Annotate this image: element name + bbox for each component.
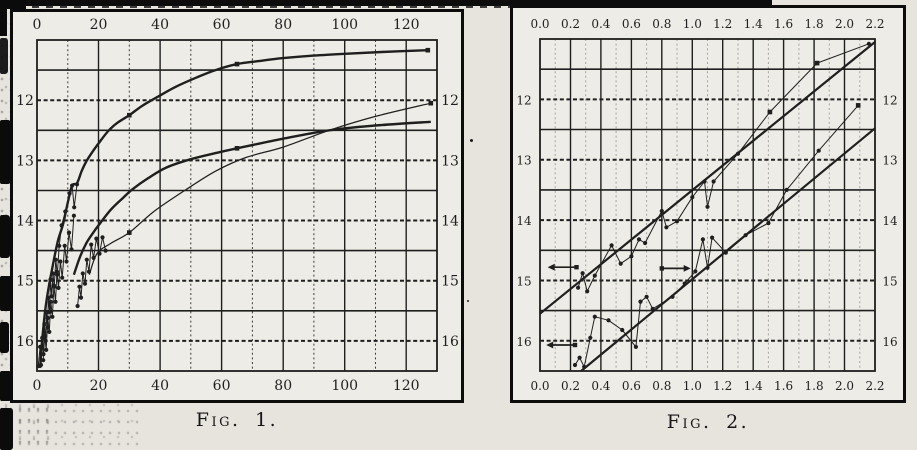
scan-artifact-blob: [0, 120, 11, 184]
svg-text:2.2: 2.2: [865, 379, 884, 393]
svg-text:1.6: 1.6: [774, 379, 793, 393]
fig2-series-obs-zigzag-lower: [574, 105, 859, 368]
figure-2-frame: 0.0 0.0 0.2 0.2 0.4 0.4 0.6 0.6 0.8 0.8 1.0 1.0 1.2 1…: [510, 5, 906, 403]
svg-text:15: 15: [441, 274, 459, 290]
figure-1-plot: 0 0 20 20 40 40 60 60 80 80 100 100 120 120 12 12 13 13 14…: [10, 9, 464, 403]
svg-text:2.0: 2.0: [835, 379, 854, 393]
svg-text:80: 80: [274, 17, 292, 33]
svg-text:60: 60: [213, 17, 231, 33]
fig2-border: [510, 5, 906, 403]
svg-text:120: 120: [393, 17, 420, 33]
figure-1-frame: 0 0 20 20 40 40 60 60 80 80 100 100 120 120 12 12 13 13 14…: [10, 9, 464, 403]
svg-text:80: 80: [274, 378, 292, 394]
scan-artifact-blob: [0, 371, 12, 401]
svg-text:1.6: 1.6: [774, 17, 793, 31]
svg-text:14: 14: [16, 214, 34, 230]
svg-text:1.2: 1.2: [713, 17, 732, 31]
scan-artifact-blob: [0, 38, 8, 74]
fig2-grid: [539, 38, 876, 372]
svg-text:14: 14: [441, 214, 459, 230]
scan-artifact-blob: [0, 408, 13, 450]
svg-text:1.2: 1.2: [713, 379, 732, 393]
fig2-series-obs-zigzag-upper: [577, 43, 870, 292]
svg-text:16: 16: [441, 334, 459, 350]
scan-artifact-blob: [0, 276, 12, 311]
svg-text:1.8: 1.8: [805, 379, 824, 393]
scan-artifact-blob: [0, 215, 10, 258]
svg-text:1.4: 1.4: [744, 379, 763, 393]
fig1-border: [10, 9, 464, 403]
svg-text:0.6: 0.6: [622, 379, 641, 393]
svg-text:2.0: 2.0: [835, 17, 854, 31]
svg-text:0.0: 0.0: [530, 379, 549, 393]
scan-artifact-speckle-bottom: [0, 398, 140, 450]
svg-text:2.2: 2.2: [865, 17, 884, 31]
figure-2-plot: 0.0 0.0 0.2 0.2 0.4 0.4 0.6 0.6 0.8 0.8 1.0 1.0 1.2 1…: [510, 5, 906, 403]
fig2-limit-arrow-2: [546, 341, 578, 349]
svg-text:14: 14: [882, 214, 898, 228]
scan-artifact-top-band: [0, 0, 772, 6]
fig1-grid: [36, 39, 438, 372]
svg-text:60: 60: [213, 378, 231, 394]
svg-text:13: 13: [441, 153, 459, 169]
svg-text:15: 15: [882, 275, 897, 289]
svg-text:16: 16: [16, 334, 34, 350]
svg-text:14: 14: [516, 214, 532, 228]
scan-artifact-speck: [467, 300, 469, 302]
svg-text:0: 0: [33, 378, 42, 394]
svg-text:0.2: 0.2: [561, 17, 580, 31]
svg-text:0.4: 0.4: [591, 17, 610, 31]
svg-text:100: 100: [331, 378, 358, 394]
scan-artifact-top-fray: [18, 5, 758, 8]
svg-text:0.8: 0.8: [652, 17, 671, 31]
svg-text:12: 12: [441, 93, 459, 109]
fig1-tick-labels: 0 0 20 20 40 40 60 60 80 80 100 100 120 120 12 12 13 13 14…: [16, 17, 459, 394]
fig1-series-comparison-line: [88, 102, 431, 275]
svg-text:12: 12: [516, 93, 531, 107]
figure-1-caption: Fig. 1.: [195, 409, 279, 431]
svg-text:15: 15: [16, 274, 34, 290]
svg-text:13: 13: [16, 153, 34, 169]
fig2-limit-arrow-0: [547, 263, 579, 271]
fig2-limit-arrow-1: [659, 265, 691, 272]
svg-text:0.2: 0.2: [561, 379, 580, 393]
svg-text:16: 16: [516, 335, 531, 349]
scan-artifact-corner-bar: [0, 0, 7, 36]
svg-text:0.6: 0.6: [622, 17, 641, 31]
svg-text:120: 120: [393, 378, 420, 394]
svg-text:12: 12: [882, 93, 897, 107]
scan-artifact-corner: [0, 0, 26, 9]
svg-text:13: 13: [882, 154, 897, 168]
scan-artifact-speck: [470, 139, 473, 142]
svg-text:20: 20: [90, 17, 108, 33]
svg-text:0: 0: [33, 17, 42, 33]
scan-artifact-blob: [0, 322, 9, 353]
fig2-series-lower-line: [580, 127, 876, 372]
svg-text:1.0: 1.0: [683, 379, 702, 393]
svg-text:1.0: 1.0: [683, 17, 702, 31]
svg-text:0.0: 0.0: [530, 17, 549, 31]
svg-text:40: 40: [151, 17, 169, 33]
svg-text:1.8: 1.8: [805, 17, 824, 31]
svg-text:13: 13: [516, 154, 531, 168]
svg-text:0.4: 0.4: [591, 379, 610, 393]
fig2-tick-labels: 0.0 0.0 0.2 0.2 0.4 0.4 0.6 0.6 0.8 0.8 1.0 1.0 1.2 1…: [516, 17, 898, 393]
svg-text:1.4: 1.4: [744, 17, 763, 31]
fig2-series-upper-line: [539, 41, 876, 315]
svg-text:16: 16: [882, 335, 897, 349]
fig1-series-faint-curve: [72, 120, 431, 276]
svg-text:0.8: 0.8: [652, 379, 671, 393]
svg-text:15: 15: [516, 275, 531, 289]
svg-text:20: 20: [90, 378, 108, 394]
fig1-series-bright-curve: [38, 49, 428, 369]
svg-text:12: 12: [16, 93, 34, 109]
svg-text:100: 100: [331, 17, 358, 33]
svg-text:40: 40: [151, 378, 169, 394]
figure-2-caption: Fig. 2.: [666, 411, 750, 433]
fig1-series-obs-run-b: [42, 215, 75, 361]
